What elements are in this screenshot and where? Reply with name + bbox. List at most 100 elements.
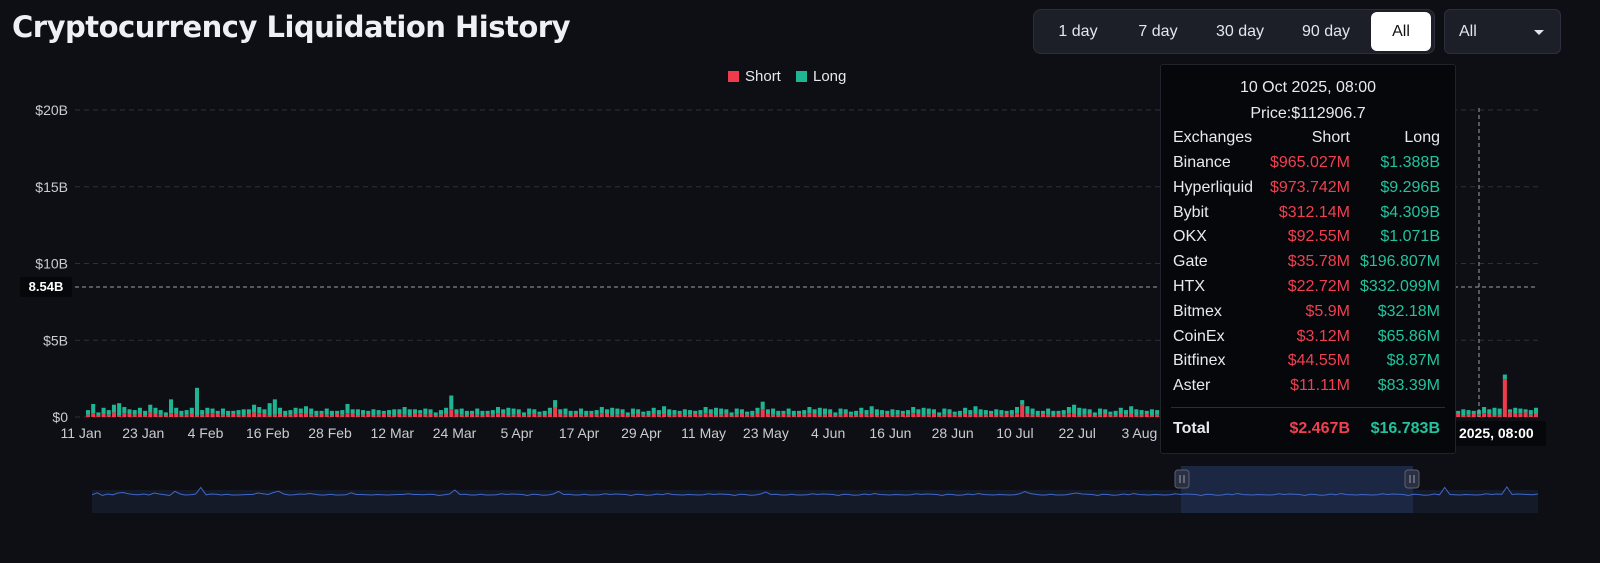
exchange-select[interactable]: All xyxy=(1444,9,1561,54)
bar-long xyxy=(257,407,262,414)
bar-short xyxy=(833,415,838,417)
bar-short xyxy=(459,414,464,417)
x-tick-label: 3 Aug xyxy=(1122,425,1158,441)
bar-short xyxy=(999,414,1004,417)
bar-short xyxy=(859,413,864,417)
bar-long xyxy=(812,409,817,414)
bar-short xyxy=(132,414,137,417)
bar-long xyxy=(314,410,319,416)
tooltip-row: HTX $22.72M $332.099M xyxy=(1161,278,1455,302)
bar-short xyxy=(848,414,853,417)
bar-long xyxy=(1118,407,1123,414)
bar-long xyxy=(636,409,641,414)
bar-long xyxy=(833,412,838,416)
bar-short xyxy=(1508,412,1513,417)
bar-short xyxy=(143,415,148,417)
bar-long xyxy=(542,410,547,416)
bar-short xyxy=(1518,413,1523,417)
navigator[interactable] xyxy=(91,466,1539,513)
bar-short xyxy=(1087,413,1092,417)
bar-short xyxy=(1025,413,1030,417)
range-button-90-day[interactable]: 90 day xyxy=(1301,23,1351,40)
bar-short xyxy=(1030,414,1035,417)
bar-short xyxy=(776,415,781,417)
navigator-handle-left[interactable] xyxy=(1174,469,1190,489)
legend-long-label[interactable]: Long xyxy=(813,68,846,85)
bar-short xyxy=(843,413,848,417)
bar-long xyxy=(599,407,604,414)
bar-long xyxy=(895,410,900,415)
bar-long xyxy=(397,409,402,414)
range-button-30-day[interactable]: 30 day xyxy=(1215,23,1265,40)
range-button-7-day[interactable]: 7 day xyxy=(1138,23,1178,40)
navigator-handle-right[interactable] xyxy=(1404,469,1420,489)
range-button-all[interactable]: All xyxy=(1371,12,1431,51)
tooltip-exchange-name: Bitfinex xyxy=(1173,352,1226,370)
bar-short xyxy=(449,409,454,417)
bar-short xyxy=(210,413,215,417)
bar-short xyxy=(1471,413,1476,417)
bar-long xyxy=(189,407,194,414)
bar-short xyxy=(309,414,314,417)
tooltip-total-row: Total $2.467B $16.783B xyxy=(1161,420,1455,444)
tooltip-long-value: $4.309B xyxy=(1380,203,1440,221)
bar-long xyxy=(1092,412,1097,416)
bar-long xyxy=(765,409,770,414)
bar-long xyxy=(345,403,350,414)
bar-long xyxy=(215,410,220,414)
bar-short xyxy=(594,414,599,417)
bar-short xyxy=(153,413,158,417)
bar-long xyxy=(968,410,973,415)
bar-long xyxy=(464,410,469,416)
tooltip-row: Binance $965.027M $1.388B xyxy=(1161,154,1455,178)
bar-long xyxy=(376,410,381,415)
bar-short xyxy=(698,414,703,417)
bar-short xyxy=(252,412,257,417)
bar-short xyxy=(1072,413,1077,417)
bar-long xyxy=(132,410,137,415)
bar-long xyxy=(1056,410,1061,414)
bar-short xyxy=(174,413,179,417)
bar-long xyxy=(947,409,952,414)
bar-short xyxy=(402,414,407,417)
tooltip-exchange-name: Binance xyxy=(1173,154,1231,171)
bar-short xyxy=(822,414,827,417)
bar-long xyxy=(101,407,106,414)
bar-long xyxy=(822,408,827,415)
bar-short xyxy=(495,413,501,417)
bar-short xyxy=(137,413,142,417)
bar-long xyxy=(91,403,96,414)
bar-long xyxy=(880,410,885,415)
bar-short xyxy=(324,414,329,417)
bar-long xyxy=(179,410,184,416)
tooltip-exchange-name: Gate xyxy=(1173,253,1208,271)
bar-long xyxy=(272,399,277,415)
bar-short xyxy=(475,414,480,417)
navigator-selection[interactable] xyxy=(1181,466,1413,513)
bar-short xyxy=(963,413,968,417)
tooltip-header-short: Short xyxy=(1311,129,1350,146)
bar-short xyxy=(651,413,656,417)
bar-short xyxy=(802,414,807,417)
bar-short xyxy=(1149,415,1154,417)
bar-long xyxy=(630,408,635,415)
legend-long-swatch[interactable] xyxy=(796,71,807,82)
bar-short xyxy=(319,413,324,417)
bar-short xyxy=(241,415,246,417)
bar-short xyxy=(579,414,584,417)
bar-short xyxy=(573,413,578,417)
tooltip-header-long: Long xyxy=(1404,129,1440,146)
legend-short-swatch[interactable] xyxy=(728,71,739,82)
tooltip-short-value: $35.78M xyxy=(1287,253,1350,271)
bar-long xyxy=(760,401,765,410)
tooltip-row: Bitmex $5.9M $32.18M xyxy=(1161,303,1455,327)
bar-long xyxy=(739,409,744,414)
bar-short xyxy=(184,414,189,417)
tooltip-exchange-name: HTX xyxy=(1173,278,1205,295)
bar-long xyxy=(210,408,215,414)
range-button-1-day[interactable]: 1 day xyxy=(1058,23,1098,40)
legend-short-label[interactable]: Short xyxy=(745,68,782,85)
bar-long xyxy=(355,409,360,416)
bar-short xyxy=(200,414,205,417)
